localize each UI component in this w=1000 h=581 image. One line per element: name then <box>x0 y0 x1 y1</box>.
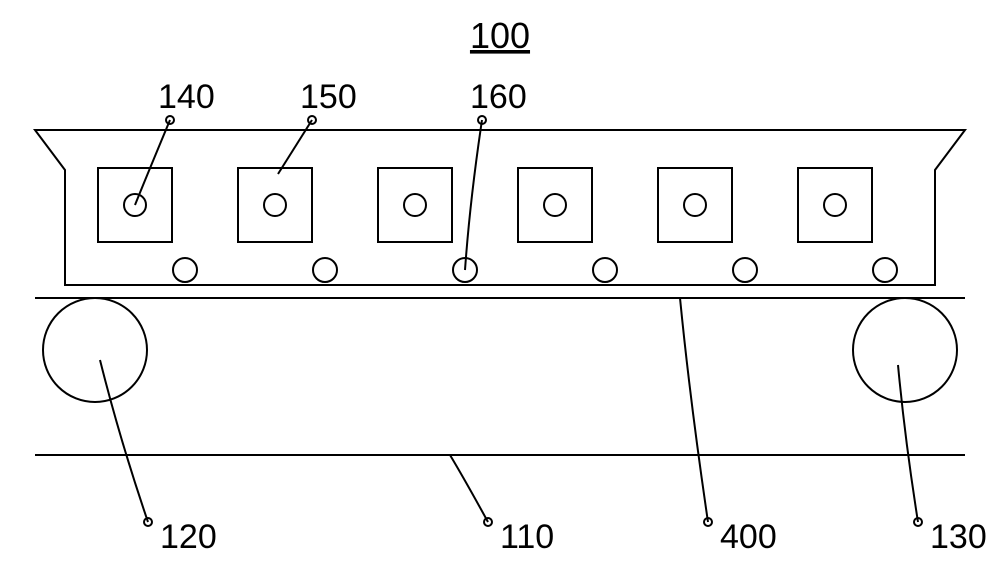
leader-line-140 <box>135 120 170 205</box>
technical-diagram: 100 140 150 160 120 110 400 130 <box>0 0 1000 581</box>
module-inner-circle <box>404 194 426 216</box>
leader-line-160 <box>465 120 482 270</box>
assembly-outline <box>35 130 965 285</box>
label-130: 130 <box>930 518 987 556</box>
label-400: 400 <box>720 518 777 556</box>
label-140: 140 <box>158 78 215 116</box>
module-inner-circle <box>544 194 566 216</box>
end-wheel-left <box>43 298 147 402</box>
roller-circle <box>733 258 757 282</box>
end-wheel-right <box>853 298 957 402</box>
leader-line-400 <box>680 298 708 522</box>
label-110: 110 <box>500 518 554 556</box>
module-square <box>378 168 452 242</box>
label-160: 160 <box>470 78 527 116</box>
roller-circle <box>313 258 337 282</box>
module-inner-circle <box>824 194 846 216</box>
roller-circle <box>873 258 897 282</box>
module-inner-circle <box>264 194 286 216</box>
roller-circle <box>173 258 197 282</box>
module-square <box>798 168 872 242</box>
label-120: 120 <box>160 518 217 556</box>
module-square <box>238 168 312 242</box>
module-square <box>658 168 732 242</box>
leader-line-110 <box>450 455 488 522</box>
roller-circle <box>593 258 617 282</box>
label-150: 150 <box>300 78 357 116</box>
leader-line-150 <box>278 120 312 174</box>
module-square <box>518 168 592 242</box>
module-inner-circle <box>684 194 706 216</box>
figure-title: 100 <box>470 15 530 56</box>
